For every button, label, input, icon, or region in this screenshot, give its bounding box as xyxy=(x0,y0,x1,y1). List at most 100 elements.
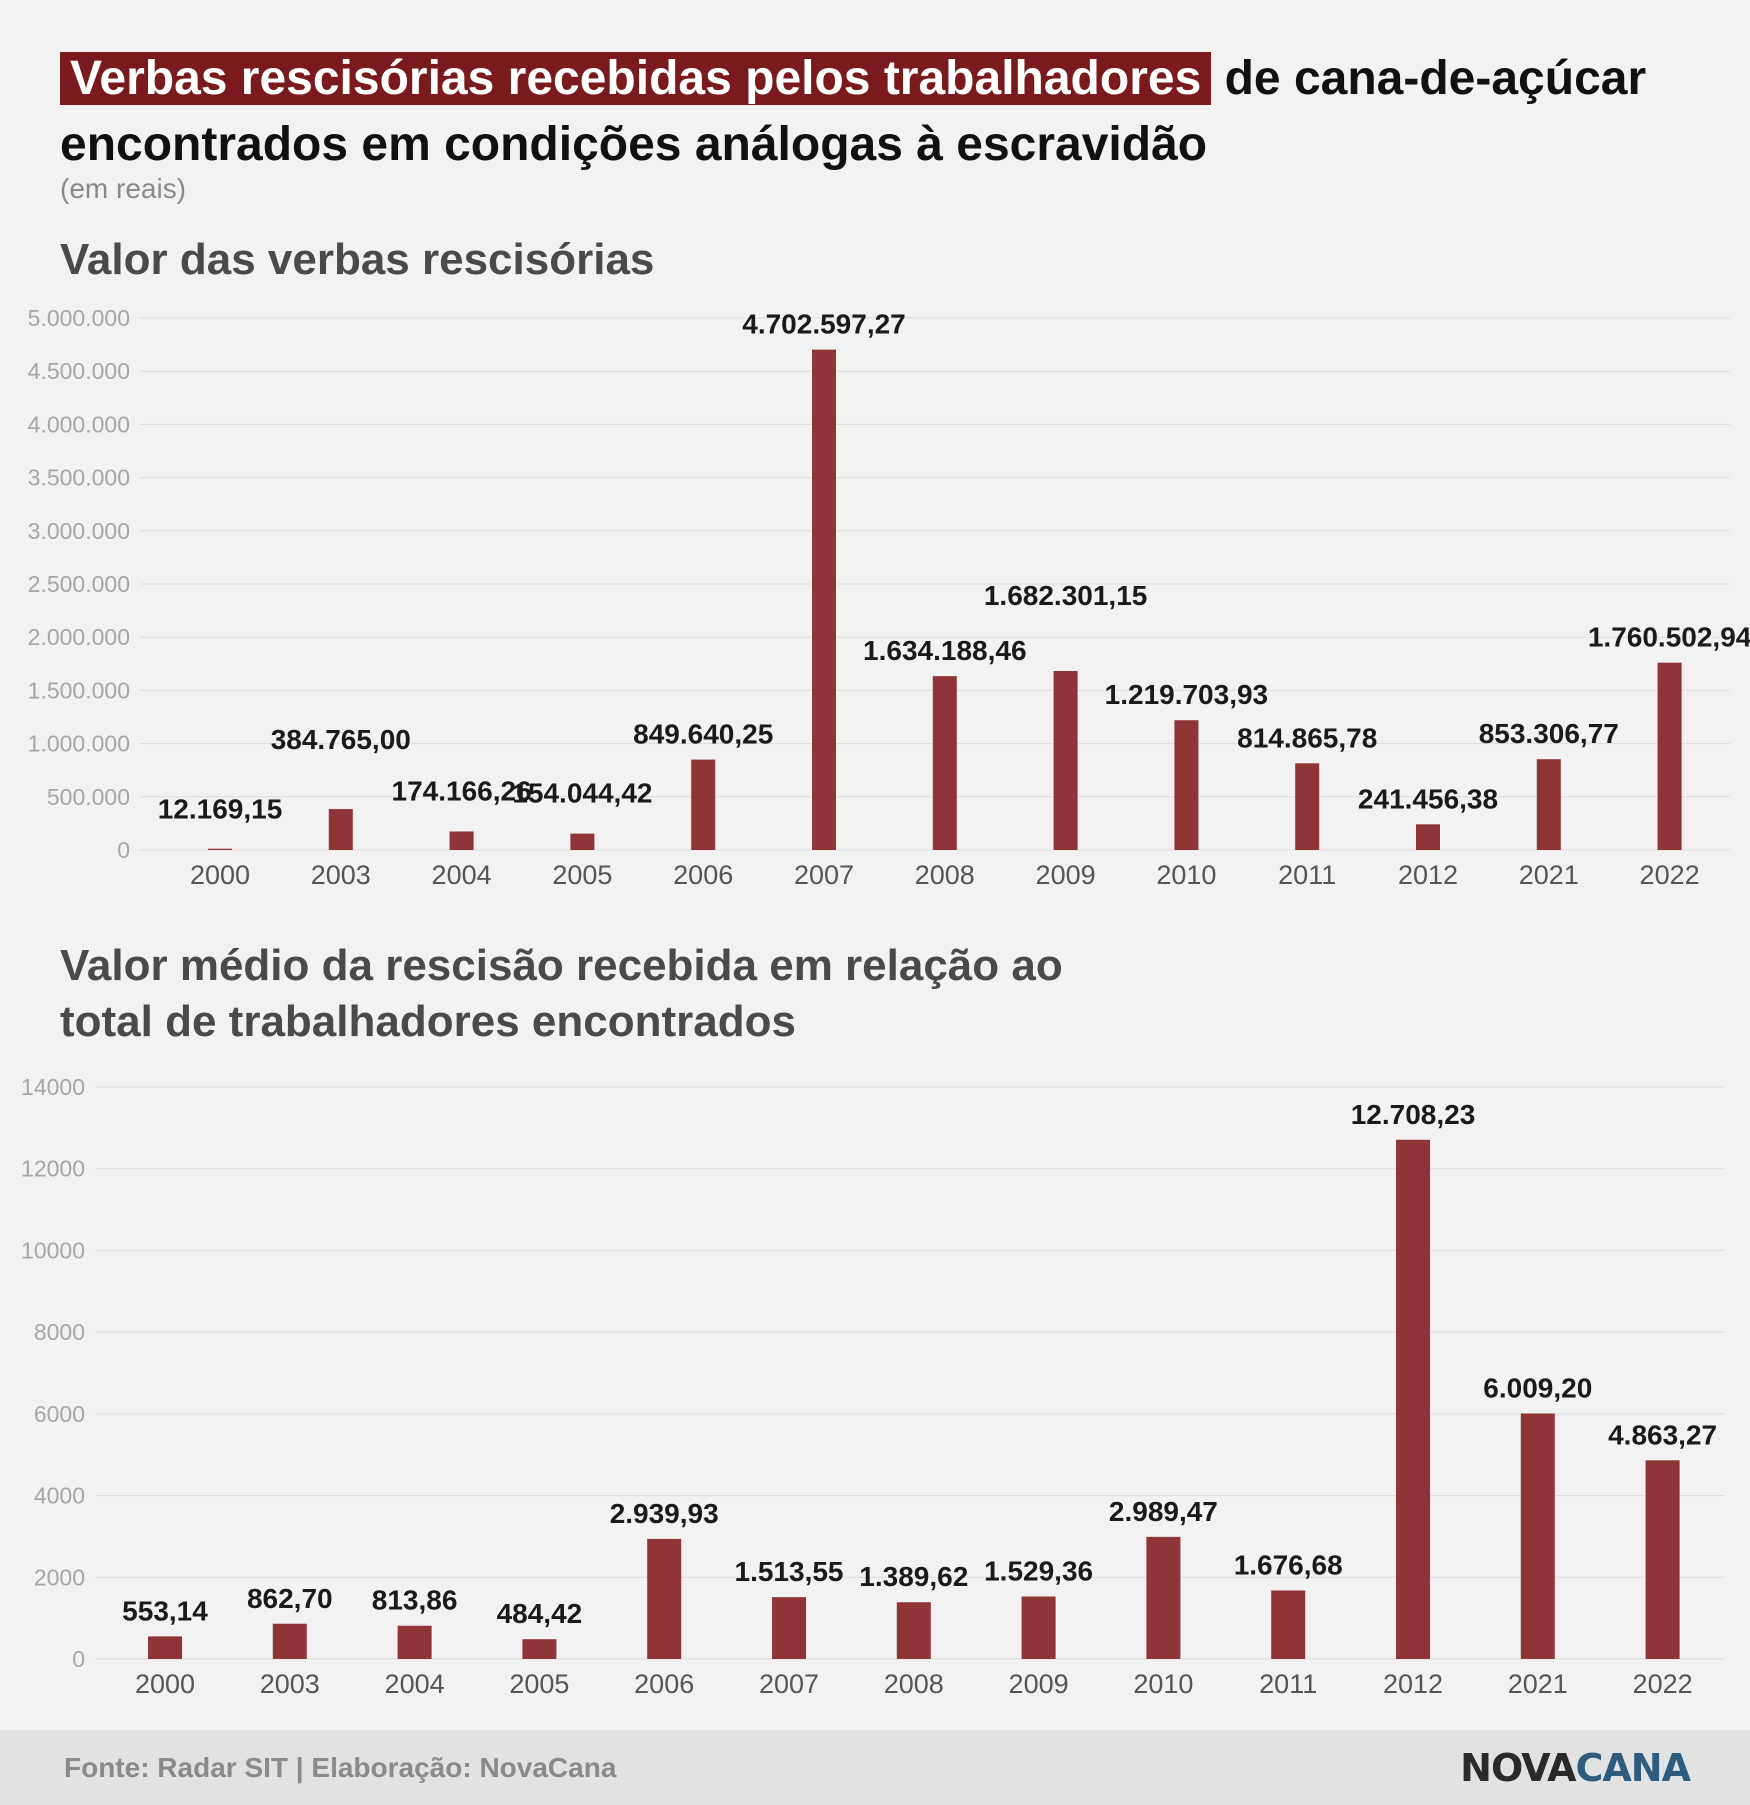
chart1-xtick-label: 2004 xyxy=(432,860,492,890)
chart1-data-label: 1.682.301,15 xyxy=(984,580,1148,611)
chart1-bar xyxy=(449,831,474,850)
chart1-bar xyxy=(328,809,353,850)
logo-part1: NOVA xyxy=(1460,1746,1576,1790)
chart2-data-label: 553,14 xyxy=(122,1595,208,1626)
chart2-bar xyxy=(148,1636,182,1659)
chart1-ytick-label: 5.000.000 xyxy=(28,305,130,331)
chart2-ytick-label: 6000 xyxy=(34,1401,85,1427)
chart1-xtick-label: 2021 xyxy=(1519,860,1579,890)
chart2-xtick-label: 2011 xyxy=(1259,1669,1317,1699)
chart2-xtick-label: 2004 xyxy=(385,1669,445,1699)
chart1-bar xyxy=(1053,671,1078,850)
logo-part2: CANA xyxy=(1575,1746,1691,1790)
chart1-ytick-label: 1.500.000 xyxy=(28,677,130,703)
chart2-xtick-label: 2022 xyxy=(1633,1669,1693,1699)
chart2-data-label: 862,70 xyxy=(247,1583,333,1614)
chart1-data-label: 154.044,42 xyxy=(512,778,652,809)
chart1-xtick-label: 2007 xyxy=(794,860,854,890)
chart1-bar xyxy=(1657,662,1682,850)
chart2-ytick-label: 14000 xyxy=(21,1074,85,1100)
chart2-data-label: 4.863,27 xyxy=(1608,1419,1717,1450)
chart2-data-label: 1.676,68 xyxy=(1234,1549,1343,1580)
chart1-ytick-label: 0 xyxy=(117,837,130,863)
chart2-xtick-label: 2003 xyxy=(260,1669,320,1699)
chart1-ytick-label: 3.000.000 xyxy=(28,518,130,544)
chart1-xtick-label: 2006 xyxy=(673,860,733,890)
chart2-bar xyxy=(896,1602,931,1659)
chart2-data-label: 484,42 xyxy=(497,1598,583,1629)
chart1-data-label: 4.702.597,27 xyxy=(742,309,906,340)
chart1-title: Valor das verbas rescisórias xyxy=(60,235,655,284)
chart2-ytick-label: 4000 xyxy=(34,1483,85,1509)
chart1-xtick-label: 2010 xyxy=(1156,860,1216,890)
chart2-ytick-label: 12000 xyxy=(21,1156,85,1182)
chart1-bar xyxy=(1295,763,1320,850)
chart1-xtick-label: 2022 xyxy=(1640,860,1700,890)
chart1-ytick-label: 4.000.000 xyxy=(28,411,130,437)
chart2-bar xyxy=(1021,1596,1056,1659)
chart2-xtick-label: 2008 xyxy=(884,1669,944,1699)
chart1-bar xyxy=(1416,824,1440,850)
chart1-ytick-label: 2.000.000 xyxy=(28,624,130,650)
chart2-bar xyxy=(1271,1590,1306,1659)
chart1-ytick-label: 1.000.000 xyxy=(28,731,130,757)
chart1-ytick-label: 500.000 xyxy=(47,784,130,810)
chart1-data-label: 814.865,78 xyxy=(1237,722,1377,753)
chart1-bar xyxy=(208,848,232,850)
chart2-ytick-label: 0 xyxy=(72,1646,85,1672)
footer: Fonte: Radar SIT | Elaboração: NovaCana … xyxy=(0,1730,1750,1805)
chart2-data-label: 813,86 xyxy=(372,1585,458,1616)
chart2-ytick-label: 8000 xyxy=(34,1319,85,1345)
chart1-data-label: 241.456,38 xyxy=(1358,783,1498,814)
chart1-data-label: 849.640,25 xyxy=(633,719,773,750)
chart2-xtick-label: 2021 xyxy=(1508,1669,1568,1699)
page-title: Verbas rescisórias recebidas pelos traba… xyxy=(60,46,1700,178)
chart2-data-label: 6.009,20 xyxy=(1483,1372,1592,1403)
source-note: Fonte: Radar SIT | Elaboração: NovaCana xyxy=(64,1752,617,1783)
chart1-bar xyxy=(812,349,836,850)
chart1-bar xyxy=(932,676,957,850)
chart1-xtick-label: 2000 xyxy=(190,860,250,890)
chart1-data-label: 1.760.502,94 xyxy=(1588,622,1750,653)
chart2-svg: 0 2000 4000 6000 8000 10000 12000 14000 2000 553,… xyxy=(21,1074,1725,1699)
chart1-xtick-label: 2008 xyxy=(915,860,975,890)
title-rest: de cana-de-açúcar encontrados em condiçõ… xyxy=(60,52,1647,171)
chart1-xtick-label: 2009 xyxy=(1036,860,1096,890)
chart1-ytick-label: 4.500.000 xyxy=(28,358,130,384)
chart2-ytick-label: 10000 xyxy=(21,1237,85,1263)
chart2-title: Valor médio da rescisão recebida em rela… xyxy=(60,941,1063,1046)
chart1-xtick-label: 2012 xyxy=(1398,860,1458,890)
chart2-bar xyxy=(397,1625,432,1659)
chart1-xtick-label: 2003 xyxy=(311,860,371,890)
chart2-bar xyxy=(522,1639,557,1659)
chart2-data-label: 2.939,93 xyxy=(610,1498,719,1529)
title-highlight: Verbas rescisórias recebidas pelos traba… xyxy=(60,52,1212,105)
chart1-data-label: 853.306,77 xyxy=(1479,718,1619,749)
chart1-data-label: 12.169,15 xyxy=(158,794,283,825)
chart2-bar xyxy=(772,1597,806,1659)
chart1-ytick-label: 2.500.000 xyxy=(28,571,130,597)
chart1-xtick-label: 2005 xyxy=(552,860,612,890)
novacana-logo: NOVACANA xyxy=(1460,1746,1691,1790)
chart1-bar xyxy=(570,833,595,850)
chart2-xtick-label: 2012 xyxy=(1383,1669,1443,1699)
chart2-bar xyxy=(272,1623,307,1659)
chart2-bar xyxy=(647,1538,682,1659)
chart2-bar xyxy=(1396,1139,1430,1659)
chart2-bar xyxy=(1520,1413,1555,1659)
chart1-ytick-label: 3.500.000 xyxy=(28,465,130,491)
chart1-data-label: 384.765,00 xyxy=(271,724,411,755)
chart1-xtick-label: 2011 xyxy=(1278,860,1336,890)
chart2-data-label: 1.529,36 xyxy=(984,1556,1093,1587)
chart1-data-label: 1.219.703,93 xyxy=(1105,679,1269,710)
chart1-data-label: 174.166,26 xyxy=(392,775,532,806)
chart1-bar xyxy=(691,759,716,850)
chart2-ytick-label: 2000 xyxy=(34,1564,85,1590)
chart2-data-label: 1.513,55 xyxy=(735,1556,844,1587)
chart1-data-label: 1.634.188,46 xyxy=(863,635,1027,666)
chart2-bar xyxy=(1146,1536,1181,1659)
chart2-xtick-label: 2000 xyxy=(135,1669,195,1699)
chart2-xtick-label: 2009 xyxy=(1009,1669,1069,1699)
page-subtitle: (em reais) xyxy=(60,173,187,204)
chart2-data-label: 1.389,62 xyxy=(859,1561,968,1592)
